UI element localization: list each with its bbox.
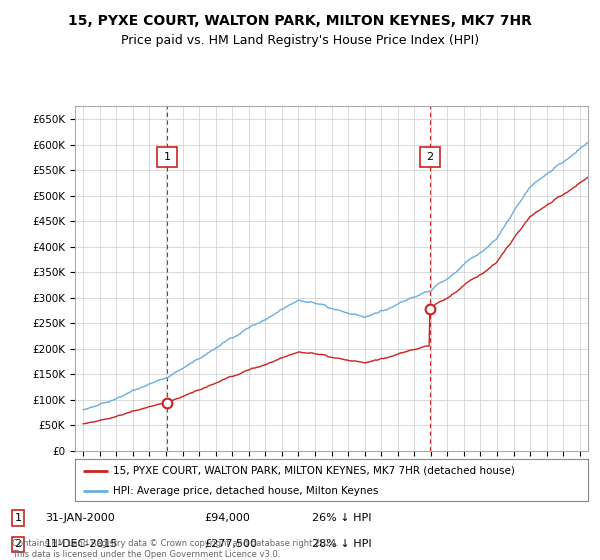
- Text: 2: 2: [14, 539, 22, 549]
- Text: 31-JAN-2000: 31-JAN-2000: [45, 513, 115, 523]
- Text: Contains HM Land Registry data © Crown copyright and database right 2024.
This d: Contains HM Land Registry data © Crown c…: [12, 539, 338, 559]
- Text: 15, PYXE COURT, WALTON PARK, MILTON KEYNES, MK7 7HR (detached house): 15, PYXE COURT, WALTON PARK, MILTON KEYN…: [113, 466, 515, 476]
- Text: 11-DEC-2015: 11-DEC-2015: [45, 539, 118, 549]
- Text: 15, PYXE COURT, WALTON PARK, MILTON KEYNES, MK7 7HR: 15, PYXE COURT, WALTON PARK, MILTON KEYN…: [68, 14, 532, 28]
- Text: HPI: Average price, detached house, Milton Keynes: HPI: Average price, detached house, Milt…: [113, 486, 379, 496]
- Text: £94,000: £94,000: [204, 513, 250, 523]
- Text: 28% ↓ HPI: 28% ↓ HPI: [312, 539, 371, 549]
- Text: Price paid vs. HM Land Registry's House Price Index (HPI): Price paid vs. HM Land Registry's House …: [121, 34, 479, 46]
- Text: 2: 2: [426, 152, 433, 162]
- Text: 26% ↓ HPI: 26% ↓ HPI: [312, 513, 371, 523]
- Text: 1: 1: [164, 152, 171, 162]
- Text: 1: 1: [14, 513, 22, 523]
- Text: £277,500: £277,500: [204, 539, 257, 549]
